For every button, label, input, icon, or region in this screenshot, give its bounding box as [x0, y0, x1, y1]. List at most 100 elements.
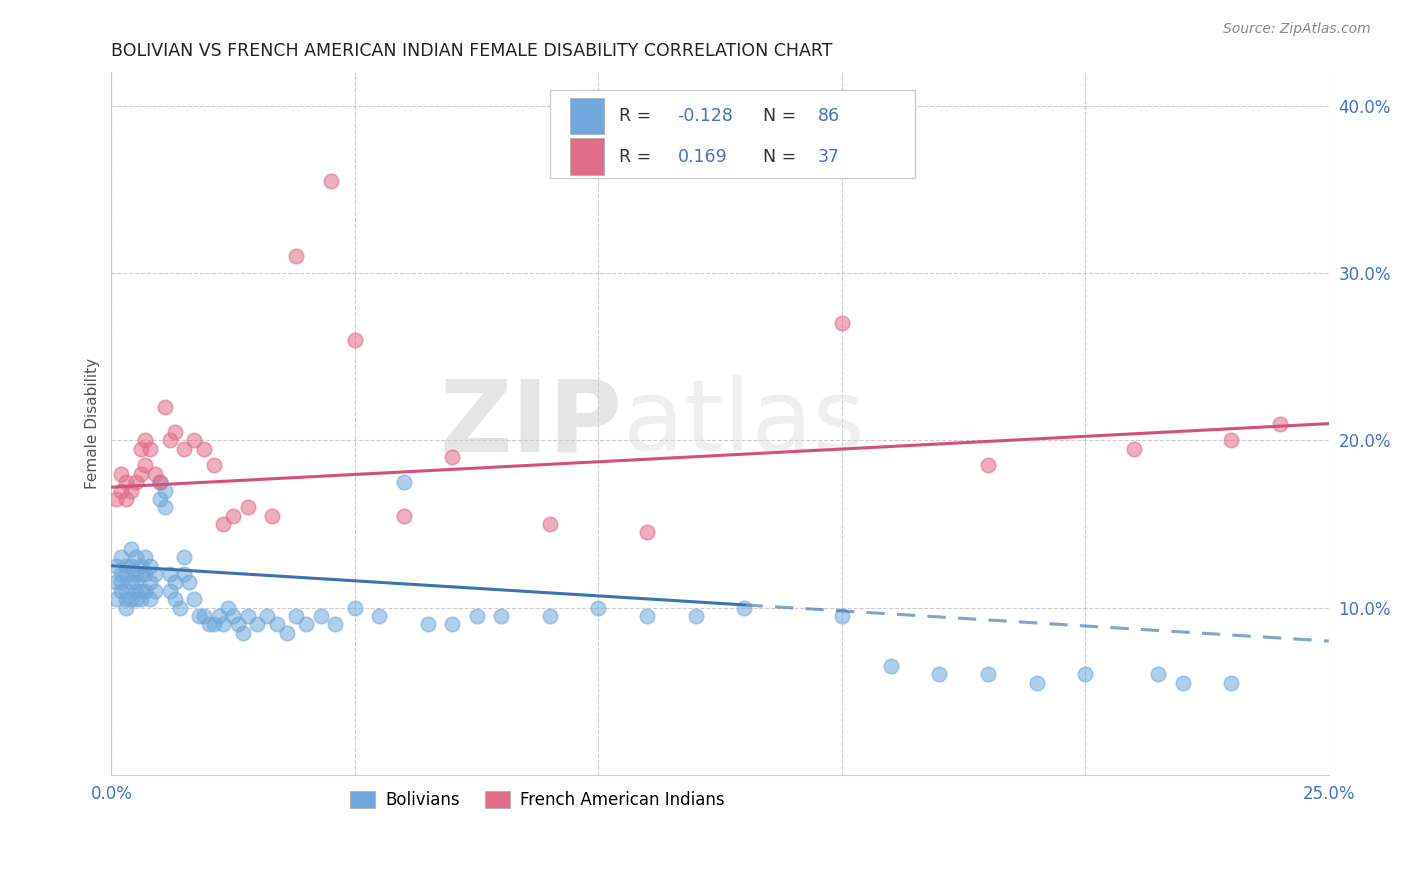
- Point: [416, 617, 439, 632]
- Point: [110, 483, 132, 498]
- Point: [636, 609, 658, 624]
- Point: [125, 475, 148, 490]
- Point: [441, 617, 464, 632]
- Point: [134, 434, 156, 448]
- Point: [368, 609, 391, 624]
- Point: [207, 609, 229, 624]
- Point: [1123, 442, 1146, 456]
- Point: [879, 659, 901, 673]
- Point: [105, 592, 128, 607]
- Point: [276, 625, 298, 640]
- Point: [134, 550, 156, 565]
- Point: [120, 542, 142, 557]
- Point: [392, 508, 415, 523]
- Point: [212, 617, 235, 632]
- Point: [110, 467, 132, 481]
- Point: [977, 458, 1000, 473]
- Point: [222, 609, 245, 624]
- Point: [129, 583, 152, 598]
- Point: [212, 516, 235, 531]
- Point: [129, 592, 152, 607]
- Text: -0.128: -0.128: [678, 107, 734, 125]
- Point: [163, 575, 186, 590]
- Point: [226, 617, 249, 632]
- Point: [831, 609, 853, 624]
- Point: [159, 434, 181, 448]
- Point: [188, 609, 211, 624]
- Point: [129, 442, 152, 456]
- FancyBboxPatch shape: [550, 90, 915, 178]
- Point: [134, 567, 156, 582]
- Point: [143, 467, 166, 481]
- Point: [183, 592, 205, 607]
- Point: [179, 575, 201, 590]
- Point: [538, 609, 561, 624]
- Point: [139, 558, 162, 573]
- Point: [217, 600, 239, 615]
- Point: [309, 609, 332, 624]
- Point: [129, 558, 152, 573]
- Text: 86: 86: [817, 107, 839, 125]
- Point: [202, 458, 225, 473]
- Point: [129, 467, 152, 481]
- Bar: [571, 138, 605, 175]
- Point: [163, 592, 186, 607]
- Text: ZIP: ZIP: [440, 376, 623, 472]
- Point: [232, 625, 254, 640]
- Point: [465, 609, 488, 624]
- Text: 0.169: 0.169: [678, 147, 727, 166]
- Point: [588, 600, 610, 615]
- Point: [110, 550, 132, 565]
- Point: [105, 491, 128, 506]
- Point: [120, 483, 142, 498]
- Point: [202, 617, 225, 632]
- Point: [169, 600, 191, 615]
- Point: [256, 609, 278, 624]
- Point: [246, 617, 269, 632]
- Point: [183, 434, 205, 448]
- Point: [685, 609, 707, 624]
- Point: [143, 567, 166, 582]
- Point: [1147, 667, 1170, 681]
- Text: R =: R =: [619, 107, 657, 125]
- Point: [153, 483, 176, 498]
- Point: [115, 475, 138, 490]
- Point: [115, 558, 138, 573]
- Point: [110, 583, 132, 598]
- Point: [319, 174, 342, 188]
- Text: BOLIVIAN VS FRENCH AMERICAN INDIAN FEMALE DISABILITY CORRELATION CHART: BOLIVIAN VS FRENCH AMERICAN INDIAN FEMAL…: [111, 42, 832, 60]
- Point: [222, 508, 245, 523]
- Point: [149, 475, 172, 490]
- Point: [163, 425, 186, 439]
- Text: N =: N =: [762, 107, 801, 125]
- Point: [115, 600, 138, 615]
- Point: [105, 575, 128, 590]
- Point: [134, 583, 156, 598]
- Point: [125, 567, 148, 582]
- Y-axis label: Female Disability: Female Disability: [86, 358, 100, 489]
- Point: [266, 617, 288, 632]
- Point: [198, 617, 221, 632]
- Text: Source: ZipAtlas.com: Source: ZipAtlas.com: [1223, 22, 1371, 37]
- Point: [120, 575, 142, 590]
- Point: [392, 475, 415, 490]
- Point: [159, 567, 181, 582]
- Point: [115, 491, 138, 506]
- Point: [831, 316, 853, 330]
- Point: [139, 592, 162, 607]
- Point: [153, 500, 176, 515]
- Point: [636, 525, 658, 540]
- Point: [343, 600, 366, 615]
- Point: [733, 600, 755, 615]
- Point: [149, 475, 172, 490]
- Text: R =: R =: [619, 147, 657, 166]
- Point: [125, 575, 148, 590]
- Point: [1171, 676, 1194, 690]
- Point: [173, 442, 195, 456]
- Point: [153, 400, 176, 414]
- Legend: Bolivians, French American Indians: Bolivians, French American Indians: [343, 784, 731, 815]
- Point: [1025, 676, 1047, 690]
- Point: [325, 617, 347, 632]
- Point: [538, 516, 561, 531]
- Point: [125, 592, 148, 607]
